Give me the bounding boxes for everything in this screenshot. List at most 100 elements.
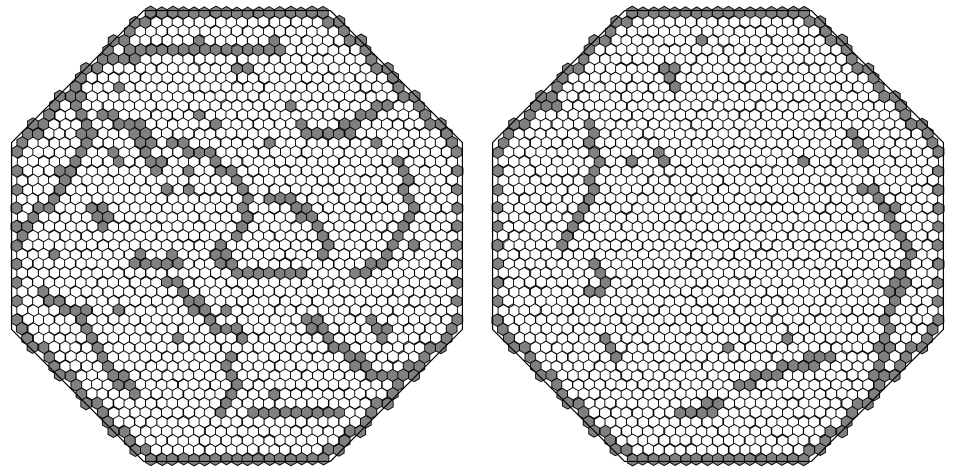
left-octagon-panel [10, 5, 464, 467]
cell [289, 293, 302, 308]
defect-cell [626, 5, 638, 20]
defect-cell [868, 387, 881, 402]
cell [620, 52, 633, 66]
defect-cell [198, 452, 211, 467]
defect-cell [626, 154, 638, 168]
cell [16, 303, 29, 317]
defect-cell [766, 451, 778, 466]
cell [360, 79, 373, 94]
defect-cell [690, 452, 702, 466]
cell [685, 182, 698, 196]
defect-cell [209, 452, 222, 466]
defect-cell [129, 443, 142, 457]
defect-cell [669, 452, 682, 466]
cell [257, 14, 270, 29]
defect-cell [177, 451, 190, 466]
defect-cell [344, 424, 357, 438]
defect-cell [561, 396, 574, 410]
defect-cell [317, 5, 329, 20]
cell [695, 312, 708, 326]
defect-cell [156, 452, 169, 467]
cell [695, 275, 708, 289]
cell [375, 219, 388, 233]
defect-cell [305, 321, 318, 336]
cell [679, 433, 692, 447]
cell [765, 340, 778, 354]
cell [337, 377, 350, 391]
cell [91, 135, 104, 150]
defect-cell [241, 452, 254, 467]
cell [446, 266, 458, 280]
defect-cell [814, 442, 826, 457]
defect-cell [535, 368, 547, 383]
cell [556, 275, 568, 289]
cell [497, 266, 510, 280]
cell [317, 396, 329, 410]
cell [621, 368, 633, 382]
cell [824, 145, 837, 159]
cell [609, 238, 622, 252]
defect-cell [306, 452, 319, 466]
cell [446, 173, 458, 187]
cell [301, 70, 313, 85]
cell [285, 247, 297, 261]
cell [193, 182, 206, 196]
defect-cell [733, 452, 746, 466]
cell [150, 386, 163, 401]
defect-cell [220, 247, 233, 261]
cell [604, 396, 616, 410]
defect-cell [15, 321, 28, 336]
cell [246, 442, 259, 457]
defect-cell [145, 452, 157, 467]
defect-cell [317, 452, 330, 466]
cell [717, 386, 729, 401]
defect-cell [290, 200, 303, 215]
cell [652, 256, 665, 271]
cell [523, 126, 536, 141]
cell [813, 200, 826, 215]
cell [210, 303, 222, 317]
cell [841, 265, 854, 280]
cell [349, 303, 362, 317]
defect-cell [776, 452, 788, 466]
cell [540, 172, 553, 187]
cell [642, 126, 655, 140]
cell [129, 293, 142, 308]
cell [54, 200, 66, 215]
cell [123, 154, 135, 168]
cell [588, 405, 600, 419]
defect-cell [188, 453, 200, 467]
cell [524, 275, 536, 289]
cell [653, 349, 665, 364]
cell [124, 210, 136, 224]
cell [621, 331, 633, 345]
cell [332, 182, 345, 196]
defect-cell [899, 107, 912, 122]
cell [258, 424, 270, 438]
cell [301, 256, 314, 271]
cell [364, 163, 377, 178]
defect-cell [75, 107, 88, 122]
cell [685, 237, 697, 252]
cell [604, 135, 616, 150]
cell [85, 256, 98, 271]
defect-cell [252, 452, 264, 467]
cell [663, 163, 676, 178]
cell [927, 173, 939, 187]
cell [749, 238, 761, 252]
defect-cell [434, 117, 447, 131]
defect-cell [712, 452, 724, 466]
octagon-outline [10, 9, 464, 463]
cell [712, 321, 724, 336]
defect-cell [680, 452, 693, 467]
defect-cell [231, 452, 244, 467]
cell [268, 200, 281, 215]
cell [647, 303, 660, 317]
defect-cell [285, 452, 297, 467]
cell [322, 200, 335, 215]
defect-cell [220, 451, 233, 466]
cell [755, 172, 767, 187]
cell [738, 331, 751, 345]
defect-cell [434, 340, 447, 355]
